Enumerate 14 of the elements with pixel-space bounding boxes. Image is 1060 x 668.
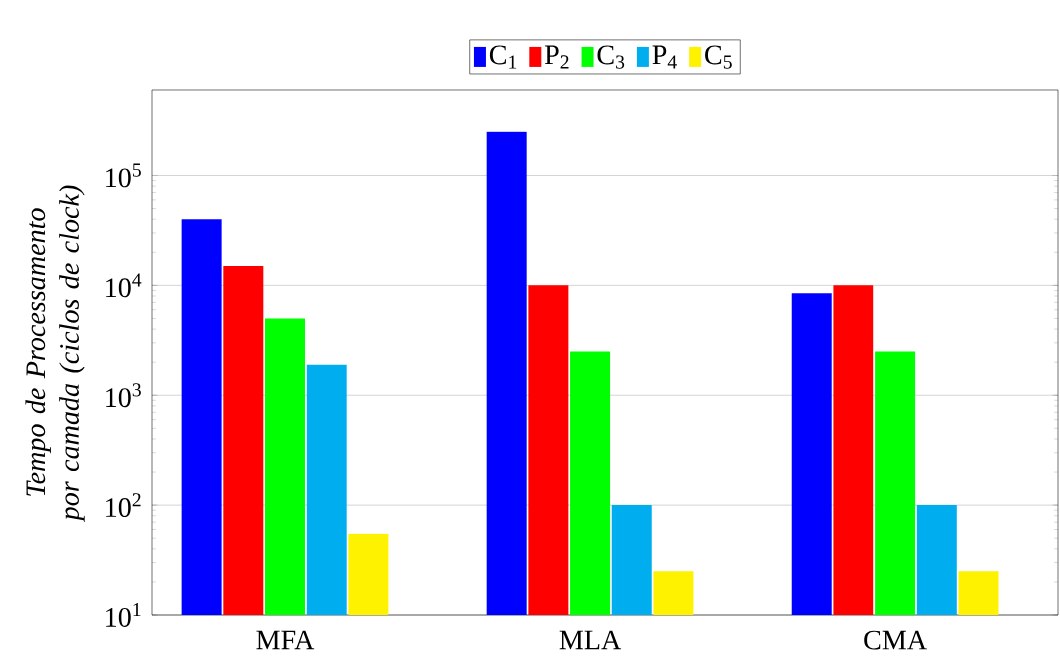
y-axis-title: Tempo de Processamento por camada (ciclos de clock): [25, 185, 85, 523]
x-tick-label: MLA: [559, 630, 622, 650]
legend-label: C$_{5}$: [705, 45, 732, 69]
x-tick-label: MFA: [256, 630, 315, 650]
y-tick-label: 10$^{3}$: [106, 383, 141, 408]
legend-label: P$_{4}$: [652, 45, 677, 69]
y-tick-label: 10$^{2}$: [106, 493, 141, 518]
legend-label: P$_{2}$: [544, 45, 569, 69]
legend-label: C$_{1}$: [489, 45, 517, 69]
legend-label: C$_{3}$: [597, 45, 625, 69]
y-tick-label: 10$^{5}$: [106, 163, 141, 188]
y-tick-label: 10$^{1}$: [106, 603, 141, 627]
x-tick-label: CMA: [864, 630, 927, 650]
y-tick-label: 10$^{4}$: [106, 273, 142, 298]
